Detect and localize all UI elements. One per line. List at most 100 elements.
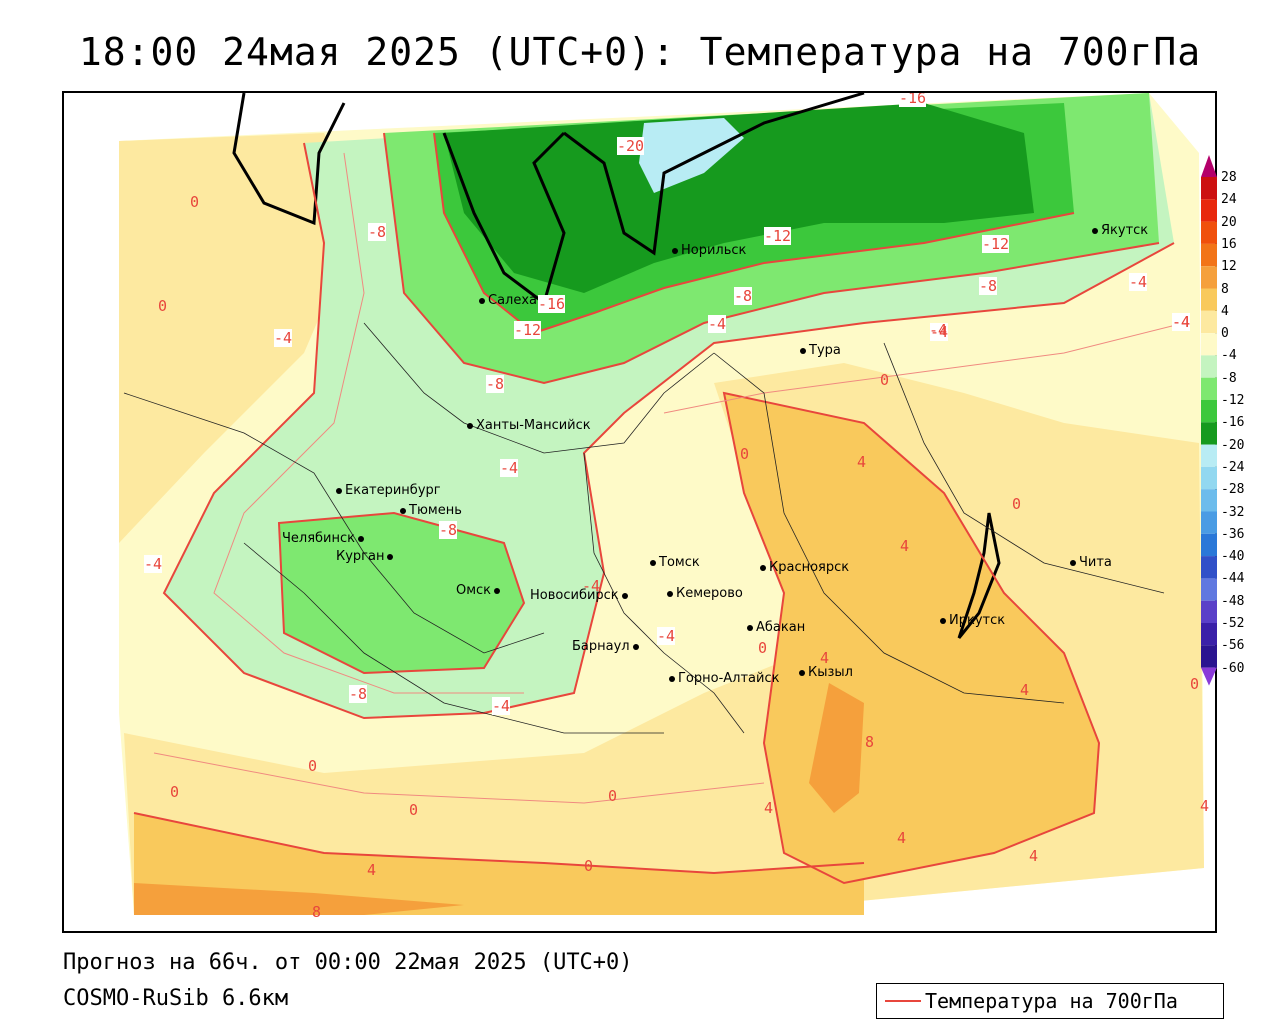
contour-label: -20: [617, 137, 645, 155]
temperature-map: Норильск Салехард Тура Якутск Ханты-Манс…: [62, 91, 1217, 933]
contour-label: -8: [368, 223, 387, 241]
colorbar-tick-label: -32: [1221, 504, 1245, 520]
zone-0-4: [119, 133, 364, 543]
contour-label: -4: [930, 323, 949, 341]
city-label: Якутск: [1101, 223, 1149, 238]
contour-label: -4: [500, 459, 519, 477]
colorbar-swatch: [1201, 511, 1217, 534]
city-label: Курган: [336, 549, 385, 564]
colorbar-swatch: [1201, 466, 1217, 490]
map-title: 18:00 24мая 2025 (UTC+0): Температура на…: [78, 30, 1202, 74]
contour-label: -4: [1129, 273, 1148, 291]
contour-label: 0: [608, 787, 618, 805]
city-barnaul[interactable]: Барнаул: [572, 639, 639, 654]
city-ekaterinburg[interactable]: Екатеринбург: [336, 483, 441, 498]
zone-minus8-minus12-ural: [279, 513, 524, 673]
city-yakutsk[interactable]: Якутск: [1092, 223, 1148, 238]
model-name: COSMO-RuSib 6.6км: [63, 986, 289, 1011]
contour-label: -16: [538, 295, 566, 313]
colorbar-tick-label: 0: [1221, 326, 1229, 342]
contour-label: 0: [1012, 495, 1022, 513]
city-label: Ханты-Мансийск: [476, 418, 591, 433]
zone-8-plus: [809, 683, 864, 813]
city-label: Екатеринбург: [345, 483, 441, 498]
contour-label: 0: [584, 857, 594, 875]
contour-label: 4: [897, 829, 907, 847]
colorbar-swatch: [1201, 623, 1217, 646]
city-khanty-mansiysk[interactable]: Ханты-Мансийск: [467, 418, 591, 433]
contour-label: 4: [1020, 681, 1030, 699]
contour-label: 4: [900, 537, 910, 555]
colorbar-tick-label: -20: [1221, 437, 1245, 453]
colorbar-swatch: [1201, 645, 1217, 668]
contour-label: -4: [492, 697, 511, 715]
legend-line-swatch: [885, 1000, 921, 1002]
contour-label: 8: [312, 903, 322, 921]
city-label: Тюмень: [409, 503, 462, 518]
city-kyzyl[interactable]: Кызыл: [799, 665, 853, 680]
contour-label: 0: [758, 639, 768, 657]
contour-label: -8: [979, 277, 998, 295]
city-tura[interactable]: Тура: [800, 343, 841, 358]
colorbar-top-arrow: [1201, 155, 1217, 177]
colorbar-swatch: [1201, 199, 1217, 222]
forecast-info: Прогноз на 66ч. от 00:00 22мая 2025 (UTC…: [63, 950, 633, 975]
colorbar-tick-label: 8: [1221, 281, 1229, 297]
city-label: Красноярск: [769, 560, 850, 575]
legend: Температура на 700гПа: [876, 983, 1224, 1019]
contour-label: -4: [582, 577, 601, 595]
city-novosibirsk[interactable]: Новосибирск: [530, 588, 628, 603]
colorbar-tick-label: 12: [1221, 259, 1237, 275]
colorbar-swatch: [1201, 377, 1217, 400]
contour-label: -8: [486, 375, 505, 393]
contour-label: 4: [1029, 847, 1039, 865]
city-label: Абакан: [756, 620, 806, 635]
colorbar-swatch: [1201, 266, 1217, 289]
city-tyumen[interactable]: Тюмень: [400, 503, 462, 518]
city-label: Томск: [659, 555, 700, 570]
city-label: Барнаул: [572, 639, 630, 654]
city-tomsk[interactable]: Томск: [650, 555, 700, 570]
map-canvas: [119, 93, 1204, 915]
colorbar-swatch: [1201, 578, 1217, 601]
colorbar-swatch: [1201, 177, 1217, 200]
colorbar-tick-label: -28: [1221, 482, 1245, 498]
colorbar-swatch: [1201, 489, 1217, 512]
city-label: Омск: [456, 583, 492, 598]
contour-label: -4: [144, 555, 163, 573]
city-label: Салехард: [488, 293, 555, 308]
contour-label: 0: [158, 297, 168, 315]
city-abakan[interactable]: Абакан: [747, 620, 805, 635]
colorbar-swatch: [1201, 243, 1217, 267]
city-chelyabinsk[interactable]: Челябинск: [282, 531, 365, 546]
colorbar-swatch: [1201, 310, 1217, 334]
colorbar-tick-label: 24: [1221, 192, 1237, 208]
zone-minus16-plus: [444, 103, 1034, 293]
contour-label: -12: [982, 235, 1010, 253]
city-kemerovo[interactable]: Кемерово: [667, 586, 743, 601]
zone-4-8-south: [134, 813, 864, 915]
colorbar-swatch: [1201, 288, 1217, 311]
contour-label: -8: [734, 287, 753, 305]
colorbar-swatch: [1201, 221, 1217, 244]
colorbar-tick-label: -56: [1221, 638, 1245, 654]
city-krasnoyarsk[interactable]: Красноярск: [760, 560, 849, 575]
city-gorno-altaysk[interactable]: Горно-Алтайск: [669, 671, 779, 686]
city-chita[interactable]: Чита: [1070, 555, 1112, 570]
city-irkutsk[interactable]: Иркутск: [940, 613, 1005, 628]
contour-lines-thin: [153, 152, 1185, 804]
contour-label: 0: [1190, 675, 1200, 693]
city-salekhard[interactable]: Салехард: [479, 293, 554, 308]
colorbar-tick-label: -40: [1221, 549, 1245, 565]
contour-label: -4: [1172, 313, 1191, 331]
city-kurgan[interactable]: Курган: [336, 549, 394, 564]
city-norilsk[interactable]: Норильск: [672, 243, 746, 258]
contour-label: -8: [439, 521, 458, 539]
contour-lines: [133, 132, 1175, 885]
contour-label: -4: [929, 321, 948, 339]
city-omsk[interactable]: Омск: [456, 583, 501, 598]
city-label: Кызыл: [808, 665, 853, 680]
contour-label: 4: [857, 453, 867, 471]
contour-label: -16: [899, 91, 927, 107]
colorbar-tick-label: -60: [1221, 660, 1245, 676]
